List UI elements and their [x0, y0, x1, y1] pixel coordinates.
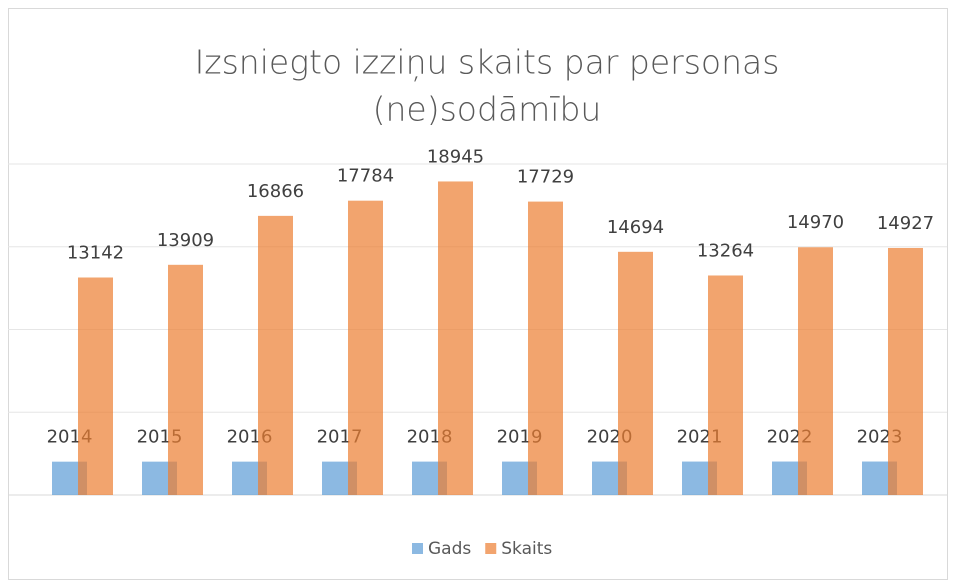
- legend-swatch: [412, 543, 423, 554]
- bar: [348, 200, 383, 495]
- bar: [78, 277, 113, 495]
- chart-title: Izsniegto izziņu skaits par personas: [195, 43, 780, 82]
- data-label: 13142: [67, 242, 124, 263]
- bar: [168, 264, 203, 495]
- data-label: 18945: [427, 146, 484, 167]
- data-label: 14694: [607, 217, 664, 238]
- bar: [258, 215, 293, 495]
- data-label: 14927: [877, 213, 934, 234]
- legend-label: Gads: [428, 539, 471, 559]
- bar: [888, 247, 923, 495]
- legend-label: Skaits: [501, 539, 552, 559]
- bar: [798, 247, 833, 495]
- data-label: 17729: [517, 167, 574, 188]
- data-label: 13264: [697, 240, 754, 261]
- bar: [528, 201, 563, 495]
- bar: [438, 181, 473, 495]
- data-label: 16866: [247, 181, 304, 202]
- data-label: 14970: [787, 212, 844, 233]
- bar: [708, 275, 743, 495]
- data-label: 13909: [157, 230, 214, 251]
- data-label: 17784: [337, 166, 394, 187]
- bar: [618, 251, 653, 495]
- chart-title: (ne)sodāmību: [373, 90, 602, 129]
- legend-swatch: [485, 543, 497, 554]
